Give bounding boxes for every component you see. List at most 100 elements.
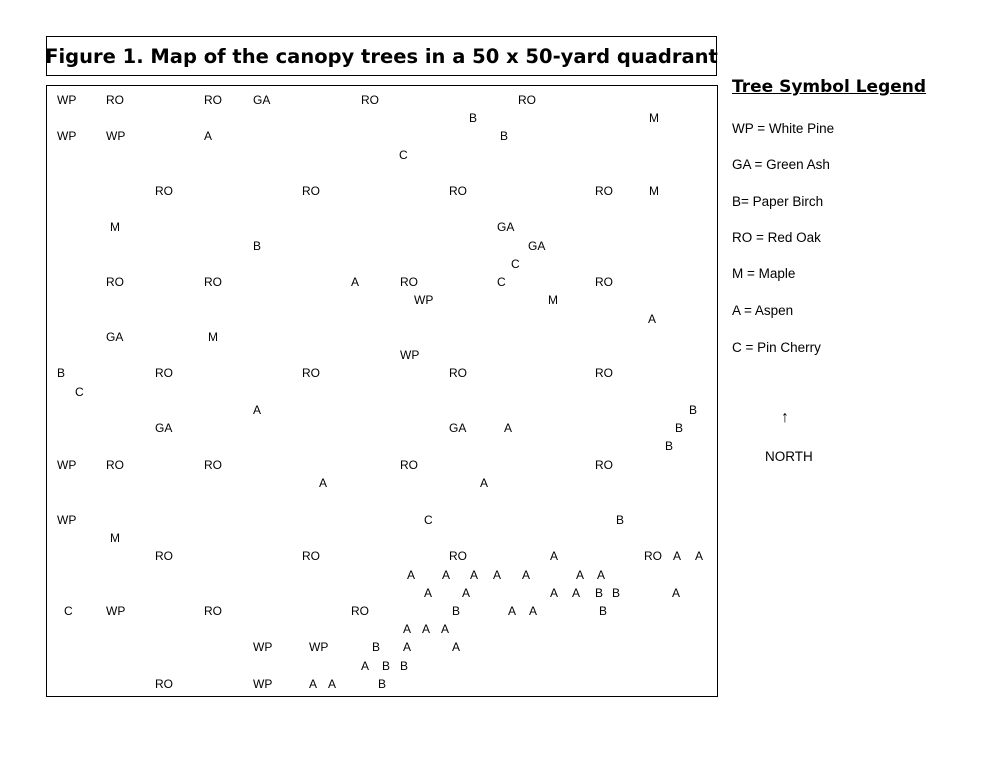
legend-item-red-oak: RO = Red Oak bbox=[732, 230, 821, 245]
tree-symbol-ro: RO bbox=[155, 366, 173, 380]
tree-symbol-a: A bbox=[695, 549, 704, 563]
tree-symbol-b: B bbox=[595, 586, 604, 600]
tree-symbol-ro: RO bbox=[449, 366, 467, 380]
tree-symbol-ro: RO bbox=[644, 549, 662, 563]
tree-symbol-b: B bbox=[372, 640, 381, 654]
legend-item-paper-birch: B= Paper Birch bbox=[732, 194, 824, 209]
tree-symbol-a: A bbox=[470, 568, 479, 582]
tree-symbol-b: B bbox=[57, 366, 66, 380]
tree-symbol-a: A bbox=[648, 312, 657, 326]
tree-symbol-ro: RO bbox=[595, 184, 613, 198]
tree-symbol-a: A bbox=[424, 586, 433, 600]
quadrant-map bbox=[46, 85, 718, 697]
tree-symbol-a: A bbox=[309, 677, 318, 691]
tree-symbol-ro: RO bbox=[449, 549, 467, 563]
tree-symbol-ga: GA bbox=[106, 330, 124, 344]
tree-symbol-c: C bbox=[497, 275, 506, 289]
tree-symbol-a: A bbox=[550, 549, 559, 563]
tree-symbol-b: B bbox=[378, 677, 387, 691]
figure-title: Figure 1. Map of the canopy trees in a 5… bbox=[45, 36, 718, 76]
tree-symbol-a: A bbox=[493, 568, 502, 582]
tree-symbol-wp: WP bbox=[414, 293, 434, 307]
tree-symbol-ro: RO bbox=[595, 366, 613, 380]
tree-symbol-c: C bbox=[399, 148, 408, 162]
tree-symbol-wp: WP bbox=[253, 640, 273, 654]
tree-symbol-wp: WP bbox=[400, 348, 420, 362]
tree-symbol-b: B bbox=[616, 513, 625, 527]
legend-item-aspen: A = Aspen bbox=[732, 303, 794, 318]
tree-symbol-a: A bbox=[319, 476, 328, 490]
legend-title: Tree Symbol Legend bbox=[732, 77, 927, 97]
tree-symbol-ro: RO bbox=[351, 604, 369, 618]
tree-symbol-a: A bbox=[361, 659, 370, 673]
tree-symbol-ro: RO bbox=[400, 458, 418, 472]
tree-symbol-a: A bbox=[403, 622, 412, 636]
tree-symbol-a: A bbox=[522, 568, 531, 582]
tree-symbol-a: A bbox=[576, 568, 585, 582]
tree-symbol-a: A bbox=[673, 549, 682, 563]
tree-symbol-wp: WP bbox=[106, 129, 126, 143]
tree-symbol-a: A bbox=[204, 129, 213, 143]
tree-symbol-a: A bbox=[422, 622, 431, 636]
tree-symbol-b: B bbox=[469, 111, 478, 125]
tree-symbol-b: B bbox=[400, 659, 409, 673]
tree-symbol-c: C bbox=[75, 385, 84, 399]
legend-item-maple: M = Maple bbox=[732, 266, 796, 281]
tree-symbol-m: M bbox=[649, 184, 659, 198]
tree-symbol-m: M bbox=[548, 293, 558, 307]
tree-symbol-a: A bbox=[253, 403, 262, 417]
tree-symbol-ro: RO bbox=[302, 549, 320, 563]
tree-symbol-ro: RO bbox=[518, 93, 536, 107]
tree-symbol-ga: GA bbox=[155, 421, 173, 435]
tree-symbol-a: A bbox=[529, 604, 538, 618]
tree-symbol-a: A bbox=[672, 586, 681, 600]
tree-symbol-ro: RO bbox=[204, 458, 222, 472]
tree-symbol-a: A bbox=[462, 586, 471, 600]
tree-symbol-wp: WP bbox=[57, 513, 77, 527]
tree-symbol-ro: RO bbox=[106, 275, 124, 289]
tree-symbol-m: M bbox=[110, 531, 120, 545]
tree-symbol-b: B bbox=[452, 604, 461, 618]
legend-item-pin-cherry: C = Pin Cherry bbox=[732, 340, 821, 355]
tree-symbol-a: A bbox=[328, 677, 337, 691]
tree-symbol-ro: RO bbox=[595, 275, 613, 289]
tree-symbol-ro: RO bbox=[449, 184, 467, 198]
tree-symbol-b: B bbox=[253, 239, 262, 253]
tree-symbol-c: C bbox=[424, 513, 433, 527]
tree-symbol-a: A bbox=[407, 568, 416, 582]
tree-symbol-b: B bbox=[599, 604, 608, 618]
tree-symbol-ro: RO bbox=[155, 184, 173, 198]
tree-symbol-a: A bbox=[550, 586, 559, 600]
tree-symbol-ro: RO bbox=[204, 93, 222, 107]
tree-symbol-a: A bbox=[597, 568, 606, 582]
tree-symbol-wp: WP bbox=[57, 458, 77, 472]
tree-symbol-wp: WP bbox=[57, 93, 77, 107]
tree-symbol-b: B bbox=[665, 439, 674, 453]
tree-symbol-ro: RO bbox=[204, 275, 222, 289]
tree-symbol-c: C bbox=[511, 257, 520, 271]
tree-symbol-m: M bbox=[649, 111, 659, 125]
tree-symbol-ro: RO bbox=[155, 677, 173, 691]
tree-symbol-a: A bbox=[442, 568, 451, 582]
tree-symbol-c: C bbox=[64, 604, 73, 618]
tree-symbol-ga: GA bbox=[449, 421, 467, 435]
tree-symbol-ga: GA bbox=[528, 239, 546, 253]
tree-symbol-wp: WP bbox=[309, 640, 329, 654]
tree-symbol-a: A bbox=[351, 275, 360, 289]
legend-item-green-ash: GA = Green Ash bbox=[732, 157, 830, 172]
tree-symbol-ro: RO bbox=[361, 93, 379, 107]
tree-symbol-a: A bbox=[452, 640, 461, 654]
tree-symbol-ro: RO bbox=[106, 458, 124, 472]
tree-symbol-ro: RO bbox=[155, 549, 173, 563]
tree-symbol-ga: GA bbox=[253, 93, 271, 107]
north-label: NORTH bbox=[765, 449, 813, 464]
tree-symbol-ro: RO bbox=[400, 275, 418, 289]
tree-symbol-b: B bbox=[612, 586, 621, 600]
tree-symbol-ro: RO bbox=[302, 366, 320, 380]
tree-symbol-wp: WP bbox=[57, 129, 77, 143]
tree-symbol-b: B bbox=[382, 659, 391, 673]
tree-symbol-b: B bbox=[689, 403, 698, 417]
tree-symbol-a: A bbox=[572, 586, 581, 600]
tree-symbol-wp: WP bbox=[253, 677, 273, 691]
tree-symbol-a: A bbox=[441, 622, 450, 636]
